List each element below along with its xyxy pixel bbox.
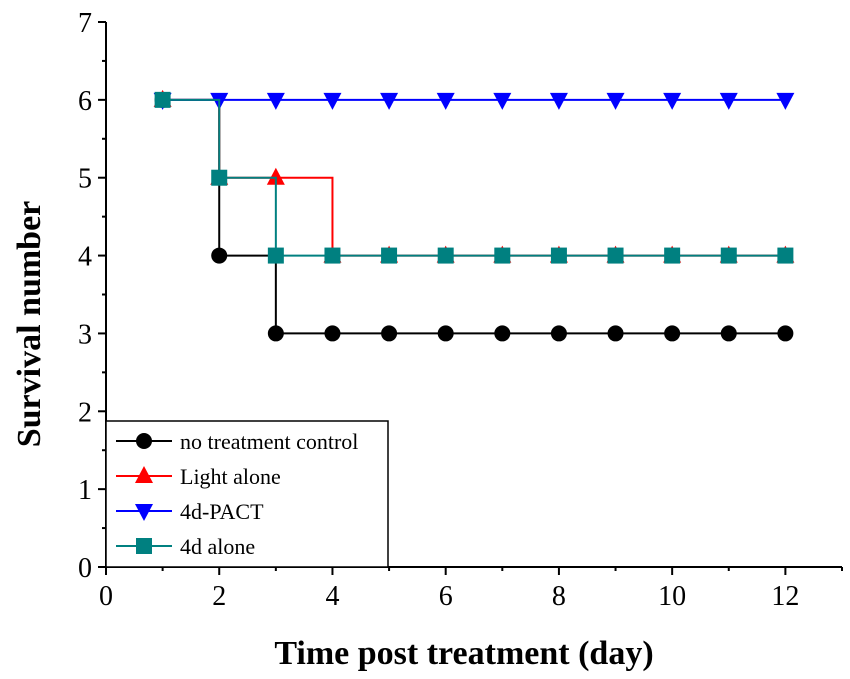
data-point-4d-alone xyxy=(777,247,794,264)
x-tick-label: 12 xyxy=(771,581,799,612)
series-layer xyxy=(153,89,795,342)
y-tick-label: 4 xyxy=(78,242,92,273)
data-point-4d-pact xyxy=(776,92,795,110)
x-tick-label: 10 xyxy=(658,581,686,612)
data-point-4d-alone xyxy=(607,247,624,264)
y-tick-label: 7 xyxy=(78,8,92,39)
data-point-no-treatment-control xyxy=(720,325,737,342)
x-tick-label: 4 xyxy=(325,581,339,612)
data-point-4d-alone xyxy=(664,247,681,264)
legend-label: 4d alone xyxy=(180,534,255,559)
y-tick-label: 5 xyxy=(78,164,92,195)
series-no-treatment-control xyxy=(154,91,794,342)
series-4d-pact xyxy=(153,92,795,110)
legend-marker xyxy=(135,466,153,483)
data-point-4d-pact xyxy=(663,92,682,110)
x-axis-title: Time post treatment (day) xyxy=(274,635,653,672)
data-point-4d-pact xyxy=(719,92,738,110)
y-tick-label: 6 xyxy=(78,86,92,117)
legend-label: 4d-PACT xyxy=(180,499,264,524)
data-point-4d-pact xyxy=(380,92,399,110)
data-point-no-treatment-control xyxy=(777,325,794,342)
data-point-4d-alone xyxy=(324,247,341,264)
data-point-light-alone xyxy=(266,167,285,185)
data-point-4d-alone xyxy=(720,247,737,264)
data-point-4d-alone xyxy=(154,91,171,108)
x-tick-label: 8 xyxy=(552,581,566,612)
series-4d-alone xyxy=(154,91,794,264)
legend-marker xyxy=(135,504,153,521)
y-tick-label: 1 xyxy=(78,475,92,506)
legend-marker xyxy=(136,433,152,449)
legend-entry-light-alone: Light alone xyxy=(116,464,281,489)
data-point-4d-alone xyxy=(494,247,511,264)
data-point-4d-alone xyxy=(550,247,567,264)
data-point-4d-pact xyxy=(323,92,342,110)
data-point-4d-pact xyxy=(266,92,285,110)
data-point-4d-alone xyxy=(437,247,454,264)
data-point-no-treatment-control xyxy=(607,325,624,342)
legend-marker xyxy=(136,538,152,554)
x-tick-label: 0 xyxy=(99,581,113,612)
series-light-alone xyxy=(153,89,795,263)
data-point-4d-pact xyxy=(493,92,512,110)
legend-entry-4d-alone: 4d alone xyxy=(116,534,255,559)
legend-box xyxy=(105,420,389,568)
data-point-4d-pact xyxy=(606,92,625,110)
y-tick-label: 0 xyxy=(78,553,92,584)
data-point-no-treatment-control xyxy=(494,325,511,342)
data-point-4d-alone xyxy=(381,247,398,264)
data-point-no-treatment-control xyxy=(324,325,341,342)
data-point-no-treatment-control xyxy=(381,325,398,342)
data-point-no-treatment-control xyxy=(550,325,567,342)
data-point-no-treatment-control xyxy=(437,325,454,342)
legend: no treatment control Light alone 4d-PACT 4d… xyxy=(105,420,389,568)
data-point-no-treatment-control xyxy=(267,325,284,342)
data-point-4d-alone xyxy=(267,247,284,264)
data-point-no-treatment-control xyxy=(211,247,228,264)
x-tick-label: 6 xyxy=(439,581,453,612)
data-point-no-treatment-control xyxy=(664,325,681,342)
data-point-4d-pact xyxy=(436,92,455,110)
series-line-no-treatment-control xyxy=(162,98,786,335)
data-point-4d-pact xyxy=(549,92,568,110)
x-tick-label: 2 xyxy=(212,581,226,612)
legend-entry-4d-pact: 4d-PACT xyxy=(116,499,264,524)
series-line-4d-alone xyxy=(162,98,786,257)
y-axis-title: Survival number xyxy=(11,201,48,448)
legend-label: no treatment control xyxy=(180,429,358,454)
legend-entry-no-treatment-control: no treatment control xyxy=(116,429,358,454)
legend-label: Light alone xyxy=(180,464,281,489)
y-tick-label: 2 xyxy=(78,397,92,428)
y-tick-label: 3 xyxy=(78,319,92,350)
data-point-4d-alone xyxy=(211,169,228,186)
